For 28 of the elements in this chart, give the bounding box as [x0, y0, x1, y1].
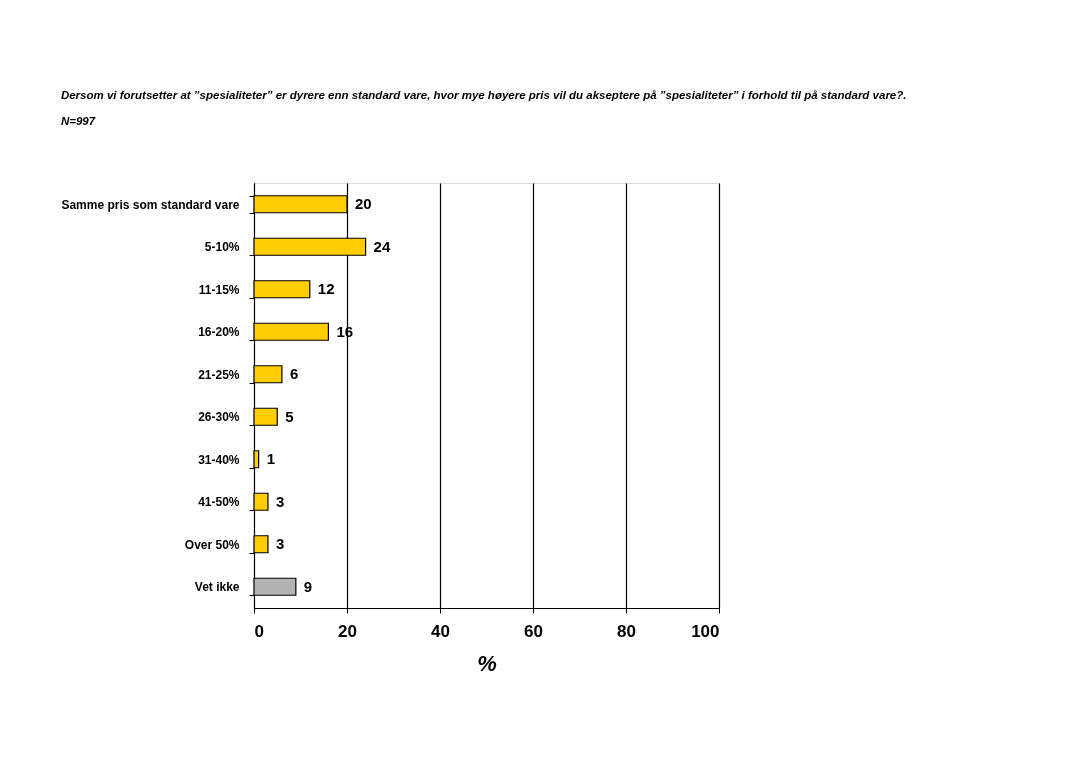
- y-tick-label: 16-20%: [198, 325, 240, 340]
- x-tick-label: 100: [691, 621, 720, 641]
- data-label: 3: [275, 492, 285, 510]
- text: N=997: [60, 114, 96, 127]
- chart-title: Dersom vi forutsetter at ”spesialiteter” er dyrere enn standard vare, hvor mye høyere pris vil du akseptere på ”spesialiteter” i forhold til på standard vare?.: [60, 89, 907, 101]
- data-label: 3: [275, 535, 285, 553]
- y-tick-label: 31-40%: [198, 452, 240, 467]
- y-tick-label: 5-10%: [204, 240, 240, 255]
- data-label: 6: [289, 365, 299, 383]
- y-tick-label: 21-25%: [198, 367, 240, 382]
- y-tick-label: 11-15%: [198, 282, 240, 297]
- x-tick-label: 0: [254, 621, 264, 641]
- x-tick-label: 80: [617, 621, 636, 641]
- y-tick-label: 41-50%: [198, 495, 240, 510]
- data-label: 24: [373, 237, 391, 255]
- y-tick-label: Vet ikke: [194, 580, 240, 595]
- x-tick-label: 20: [338, 621, 357, 641]
- y-tick-label: Samme pris som standard vare: [61, 197, 240, 212]
- y-tick-label: Over 50%: [184, 537, 240, 552]
- x-axis-title: %: [477, 650, 497, 676]
- data-label: 12: [317, 280, 335, 298]
- data-label: 5: [285, 407, 294, 425]
- y-tick-label: 26-30%: [198, 410, 240, 425]
- x-tick-label: 60: [524, 621, 543, 641]
- x-tick-label: 40: [431, 621, 450, 641]
- data-label: 9: [303, 577, 313, 595]
- data-label: 1: [266, 450, 275, 468]
- data-label: 20: [355, 195, 372, 213]
